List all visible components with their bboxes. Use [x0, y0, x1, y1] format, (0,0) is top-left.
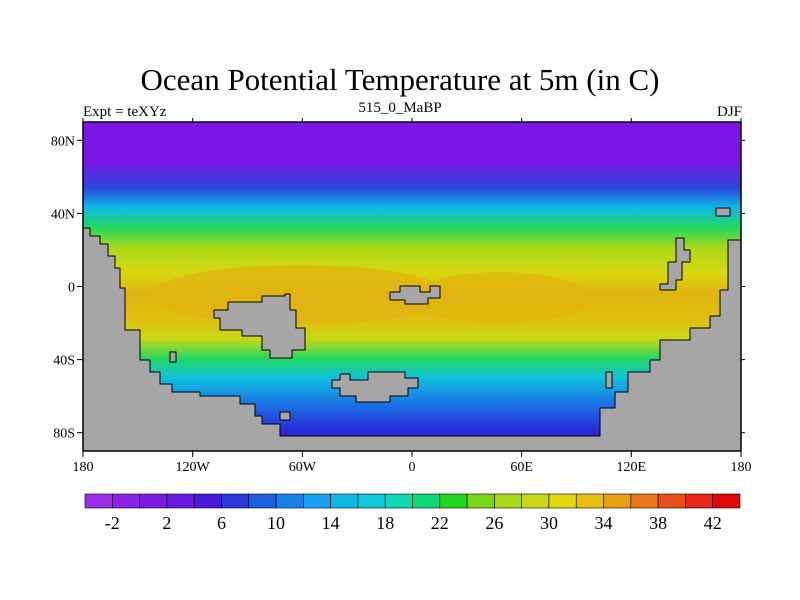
colorbar-swatch [712, 493, 741, 509]
land-equatorial-island [389, 285, 441, 305]
colorbar-label: 10 [267, 513, 285, 533]
y-axis: 80N 40N 0 40S 80S [51, 134, 745, 442]
x-axis: 180 120W 60W 0 60E 120E 180 [73, 118, 752, 475]
colorbar-swatch [657, 493, 686, 509]
land-central-south [213, 293, 306, 359]
colorbar-label: 14 [322, 513, 340, 533]
land-southeast-inlet [605, 371, 613, 389]
y-tick-label: 80S [53, 427, 75, 442]
colorbar: -2 2 6 10 14 18 22 26 30 34 38 42 [84, 493, 741, 533]
colorbar-swatch [603, 493, 632, 509]
colorbar-swatch [575, 493, 604, 509]
colorbar-swatch [221, 493, 250, 509]
colorbar-swatch [466, 493, 495, 509]
x-tick-label: 180 [73, 460, 94, 475]
colorbar-swatch [548, 493, 577, 509]
map-field [83, 122, 741, 451]
colorbar-label: 38 [649, 513, 667, 533]
colorbar-swatch [139, 493, 168, 509]
colorbar-swatch [685, 493, 714, 509]
x-tick-label: 120E [617, 460, 647, 475]
x-tick-label: 120W [176, 460, 211, 475]
y-tick-label: 40S [53, 354, 75, 369]
colorbar-label: 30 [540, 513, 558, 533]
colorbar-swatch [275, 493, 304, 509]
colorbar-label: 2 [162, 513, 171, 533]
colorbar-swatch [357, 493, 386, 509]
colorbar-label: 42 [704, 513, 722, 533]
colorbar-label: 22 [431, 513, 449, 533]
colorbar-swatch [111, 493, 140, 509]
warm-pool [410, 272, 590, 324]
colorbar-swatch [303, 493, 331, 509]
colorbar-swatch [521, 493, 550, 509]
land-south-small [279, 411, 291, 421]
colorbar-swatch [412, 493, 441, 509]
x-tick-label: 0 [409, 460, 416, 475]
time-label: 515_0_MaBP [358, 100, 442, 116]
colorbar-label: 6 [217, 513, 226, 533]
colorbar-swatch [330, 493, 359, 509]
y-tick-label: 40N [51, 207, 75, 222]
y-tick-label: 80N [51, 134, 75, 149]
experiment-label: Expt = teXYz [83, 104, 167, 120]
colorbar-label: 26 [485, 513, 503, 533]
colorbar-swatch [494, 493, 522, 509]
colorbar-label: -2 [105, 513, 120, 533]
land-east-strip [659, 237, 691, 291]
colorbar-swatch [384, 493, 413, 509]
y-tick-label: 0 [68, 281, 75, 296]
x-tick-label: 60W [289, 460, 317, 475]
season-label: DJF [716, 104, 742, 120]
colorbar-swatch [248, 493, 277, 509]
plot-title: Ocean Potential Temperature at 5m (in C) [140, 62, 660, 97]
land-masses [83, 207, 741, 451]
colorbar-swatch [630, 493, 659, 509]
x-tick-label: 180 [731, 460, 752, 475]
x-tick-label: 60E [510, 460, 533, 475]
colorbar-label: 18 [376, 513, 394, 533]
land-west [83, 227, 741, 451]
colorbar-swatch [193, 493, 222, 509]
land-south-island [331, 371, 419, 403]
land-east-small [715, 207, 731, 217]
colorbar-swatch [166, 493, 195, 509]
land-west-small [169, 351, 177, 363]
colorbar-swatch [84, 493, 113, 509]
colorbar-label: 34 [595, 513, 613, 533]
colorbar-swatch [439, 493, 468, 509]
